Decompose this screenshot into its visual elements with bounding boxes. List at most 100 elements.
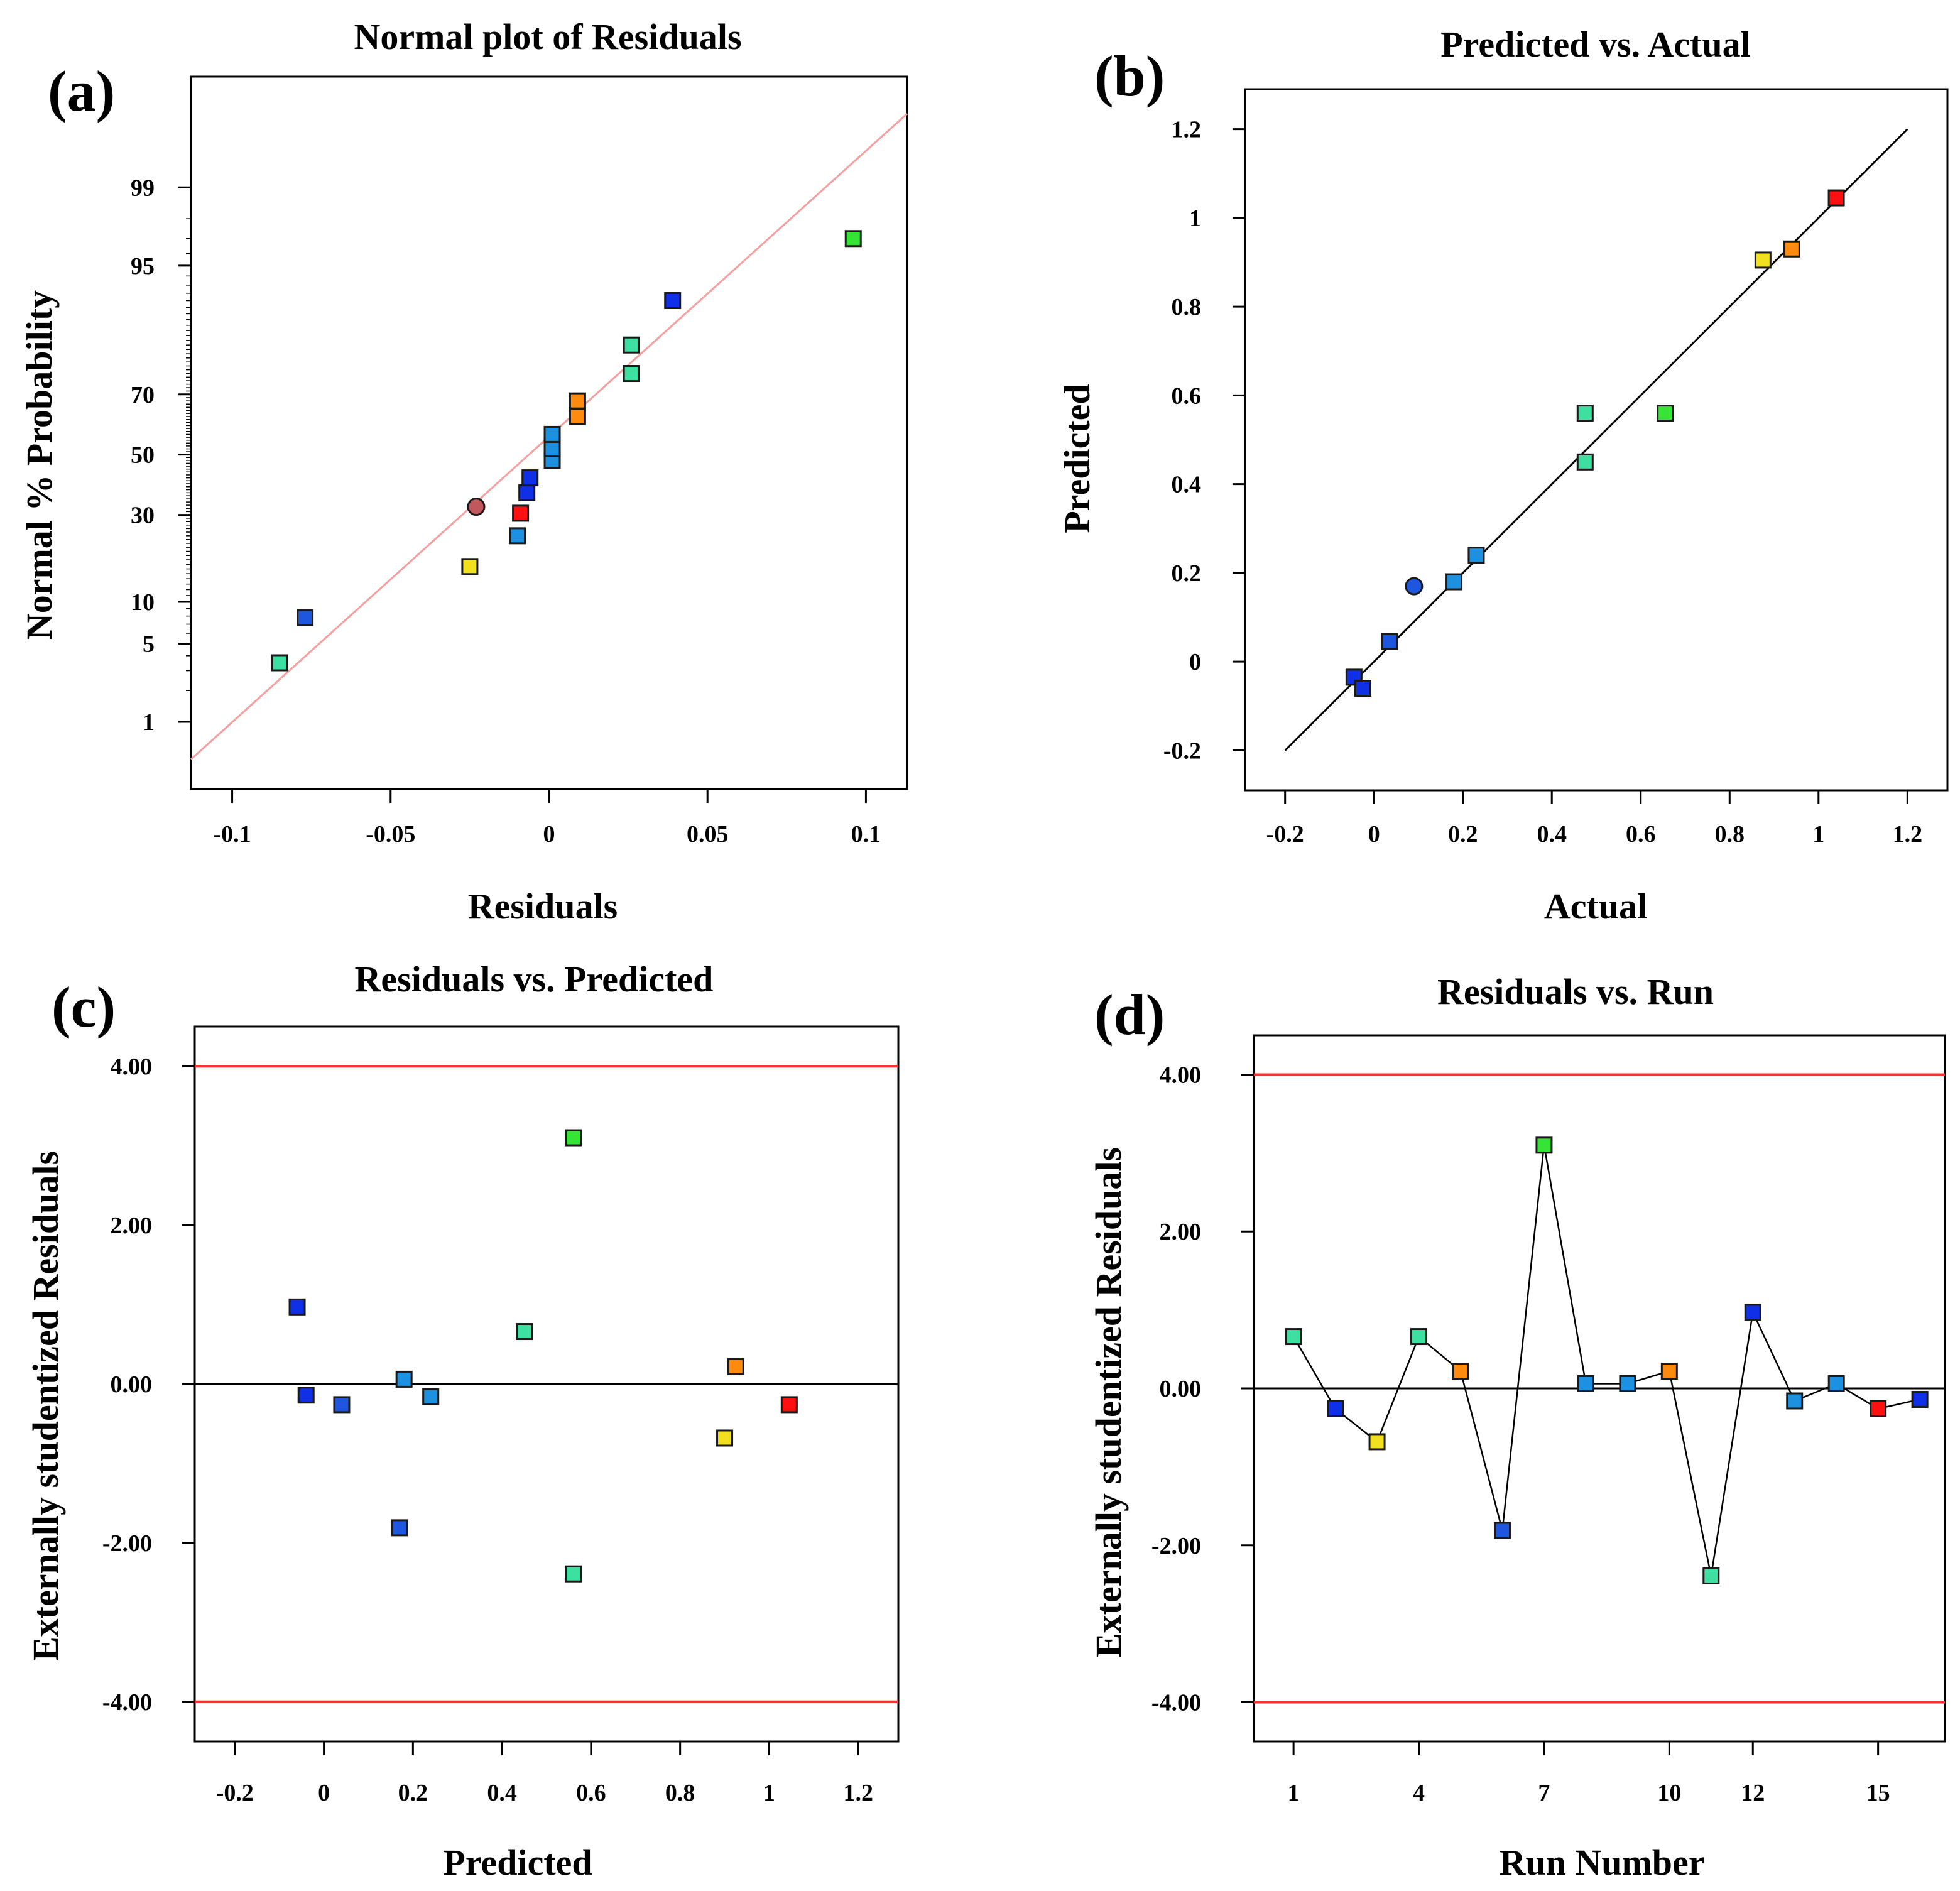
- panel-b-data-point: [1381, 633, 1398, 650]
- panel-d-data-point: [1535, 1136, 1553, 1154]
- panel-d-data-point: [1619, 1375, 1636, 1393]
- panel-a-data-point: [521, 469, 539, 487]
- panel-a-x-tick-label: -0.1: [213, 821, 251, 847]
- panel-b-data-point: [1576, 453, 1594, 471]
- panel-b-data-point: [1827, 189, 1845, 207]
- panel-c-x-tick-label: 1.2: [843, 1780, 873, 1806]
- panel-d-data-point: [1493, 1522, 1511, 1539]
- panel-a-data-point: [543, 425, 561, 443]
- panel-b-y-tick-label: 0.6: [1172, 383, 1202, 409]
- panel-a-data-point: [509, 527, 526, 545]
- panel-d-x-axis-label: Run Number: [1499, 1842, 1704, 1883]
- panel-a-y-tick-label: 95: [131, 253, 155, 280]
- panel-a-data-point: [543, 440, 561, 458]
- panel-b-y-tick-label: 0.4: [1172, 472, 1202, 498]
- panel-a-y-axis-label: Normal % Probability: [19, 290, 60, 640]
- panel-c-x-tick-label: 0.2: [398, 1780, 428, 1806]
- panel-c-label: (c): [52, 975, 116, 1039]
- panel-d-label: (d): [1094, 983, 1165, 1047]
- panel-c-data-point: [422, 1388, 440, 1405]
- panel-b-y-tick-label: 0.2: [1172, 560, 1202, 587]
- panel-d-y-tick-label: 0.00: [1160, 1376, 1202, 1402]
- panel-b-y-tick-label: 1: [1189, 205, 1201, 232]
- panel-d-y-tick-label: -2.00: [1152, 1533, 1201, 1559]
- panel-c-y-tick-label: 2.00: [111, 1213, 153, 1239]
- panel-b-plot-frame: [1244, 88, 1949, 792]
- panel-b-reference-line: [1284, 128, 1908, 751]
- panel-a-data-point: [569, 408, 586, 425]
- panel-c-data-point: [516, 1323, 533, 1341]
- panel-c-data-point: [565, 1129, 582, 1147]
- panel-d-data-point: [1368, 1433, 1386, 1451]
- panel-a-data-point: [467, 498, 486, 516]
- panel-d-y-tick-label: -4.00: [1152, 1690, 1201, 1716]
- panel-a-data-point: [664, 292, 682, 310]
- panel-a-y-tick-label: 1: [143, 709, 155, 736]
- panel-b-label: (b): [1094, 44, 1165, 108]
- panel-c-data-point: [391, 1519, 408, 1537]
- panel-d-x-tick-label: 15: [1866, 1780, 1890, 1806]
- panel-d-data-point: [1744, 1304, 1761, 1321]
- panel-b-x-tick-label: 0.4: [1537, 821, 1567, 847]
- panel-d-data-point: [1410, 1328, 1428, 1346]
- panel-d-data-point: [1870, 1400, 1887, 1417]
- panel-c-y-tick-label: -4.00: [102, 1689, 152, 1716]
- panel-d-data-point: [1911, 1390, 1929, 1408]
- panel-a-y-tick-label: 5: [143, 631, 155, 657]
- panel-b-x-tick-label: 0.6: [1626, 821, 1656, 847]
- panel-d-data-point: [1285, 1328, 1302, 1346]
- panel-d-data-point: [1577, 1375, 1594, 1393]
- panel-d-data-point: [1327, 1400, 1344, 1417]
- panel-b-data-point: [1405, 577, 1424, 596]
- panel-a-data-point: [461, 558, 479, 575]
- panel-b-data-point: [1576, 405, 1594, 422]
- panel-d-x-tick-label: 1: [1288, 1780, 1300, 1806]
- panel-d-data-point: [1702, 1567, 1720, 1584]
- panel-a-x-tick-label: 0.05: [687, 821, 729, 847]
- panel-d-x-tick-label: 10: [1657, 1780, 1681, 1806]
- panel-d-data-point: [1452, 1363, 1469, 1380]
- panel-c-x-tick-label: -0.2: [216, 1780, 254, 1806]
- panel-c-data-point: [727, 1358, 744, 1375]
- panel-a-label: (a): [48, 59, 115, 123]
- panel-b-x-tick-label: 0: [1368, 821, 1380, 847]
- panel-c-x-tick-label: 0.6: [576, 1780, 606, 1806]
- panel-d-x-tick-label: 4: [1413, 1780, 1425, 1806]
- panel-d-y-tick-label: 2.00: [1160, 1219, 1202, 1245]
- panel-c-x-tick-label: 0.8: [665, 1780, 695, 1806]
- panel-c-title: Residuals vs. Predicted: [355, 959, 714, 1000]
- panel-a-y-tick-label: 50: [131, 442, 155, 469]
- panel-b-x-tick-label: 0.2: [1448, 821, 1478, 847]
- panel-b-x-tick-label: 0.8: [1715, 821, 1745, 847]
- panel-a-data-point: [271, 654, 288, 672]
- panel-d-y-axis-label: Externally studentized Residuals: [1088, 1147, 1129, 1657]
- panel-a-data-point: [844, 230, 862, 248]
- panel-b-x-tick-label: 1: [1812, 821, 1824, 847]
- panel-b-y-tick-label: -0.2: [1163, 738, 1201, 764]
- panel-c-x-tick-label: 0.4: [487, 1780, 517, 1806]
- panel-a-y-tick-label: 99: [131, 175, 155, 201]
- panel-a-data-point: [569, 392, 586, 410]
- panel-c-data-point: [565, 1565, 582, 1583]
- panel-a-title: Normal plot of Residuals: [354, 16, 741, 57]
- panel-b-data-point: [1783, 240, 1800, 258]
- panel-b-y-axis-label: Predicted: [1057, 384, 1097, 533]
- panel-b-y-tick-label: 0.8: [1172, 294, 1202, 320]
- panel-a-y-tick-label: 70: [131, 382, 155, 408]
- panel-b-data-point: [1345, 668, 1363, 686]
- panel-a-x-tick-label: -0.05: [366, 821, 415, 847]
- panel-b-data-point: [1446, 573, 1463, 591]
- panel-c-data-point: [395, 1370, 413, 1388]
- panel-b-y-tick-label: 1.2: [1172, 117, 1202, 143]
- panel-d-data-point: [1660, 1363, 1678, 1380]
- panel-c-x-axis-label: Predicted: [443, 1842, 592, 1883]
- panel-c-y-tick-label: -2.00: [102, 1530, 152, 1557]
- panel-c-data-point: [780, 1396, 798, 1414]
- panel-b-title: Predicted vs. Actual: [1440, 24, 1750, 65]
- panel-c-y-tick-label: 0.00: [111, 1371, 153, 1398]
- panel-b-data-point: [1354, 680, 1372, 697]
- panel-a-data-point: [623, 365, 640, 383]
- panel-b-data-point: [1657, 405, 1674, 422]
- panel-d-series-line: [1293, 1145, 1920, 1576]
